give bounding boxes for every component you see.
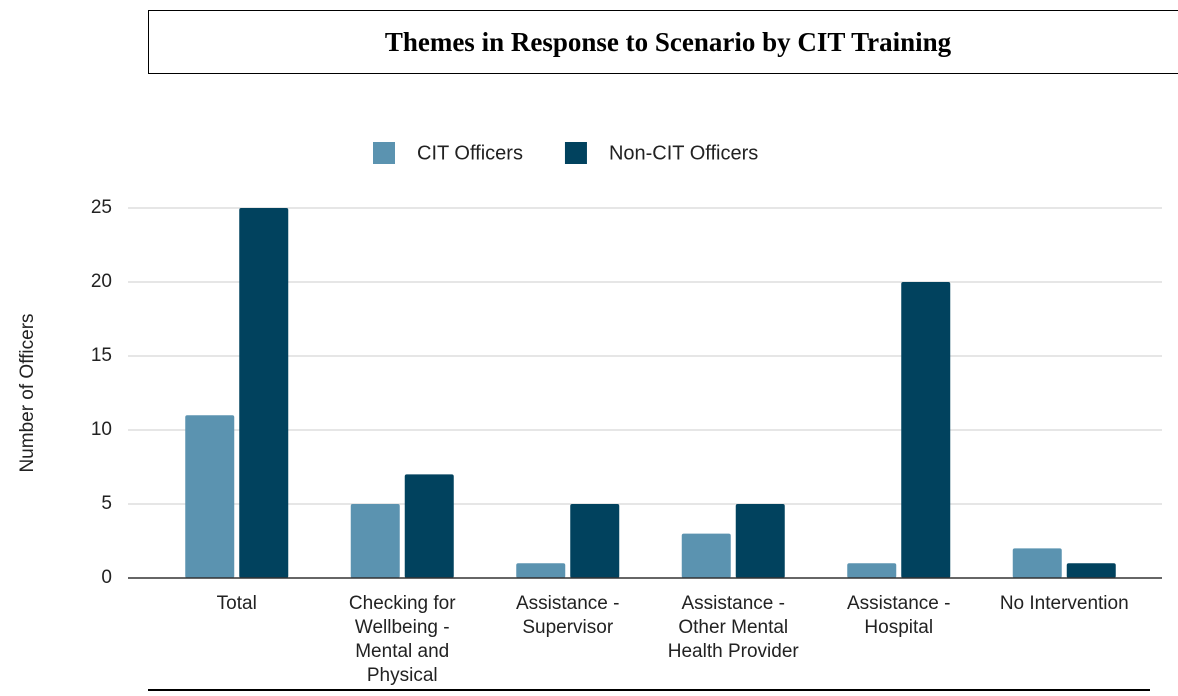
- legend-swatch: [564, 142, 587, 164]
- x-tick-label: Assistance - Other Mental Health Provide…: [667, 593, 799, 662]
- y-tick-label: 25: [91, 197, 112, 218]
- y-tick-label: 15: [91, 345, 112, 366]
- bar: [847, 563, 897, 578]
- x-tick-label: No Intervention: [999, 593, 1129, 614]
- bar: [239, 208, 289, 578]
- chart-title: Themes in Response to Scenario by CIT Tr…: [148, 10, 1178, 74]
- y-tick-label: 0: [101, 567, 112, 588]
- y-axis-label: Number of Officers: [17, 313, 38, 472]
- bar: [681, 533, 731, 578]
- y-tick-label: 10: [91, 419, 112, 440]
- bar: [185, 415, 235, 578]
- bar: [404, 474, 454, 578]
- bar: [1012, 548, 1062, 578]
- bar: [350, 504, 400, 578]
- bar: [735, 504, 785, 578]
- bar: [570, 504, 620, 578]
- x-tick-label: Assistance - Supervisor: [516, 593, 620, 638]
- legend-label: Non-CIT Officers: [609, 142, 758, 164]
- page-rule: [148, 689, 1150, 691]
- legend-label: CIT Officers: [417, 142, 523, 164]
- x-tick-label: Checking for Wellbeing - Mental and Phys…: [348, 593, 456, 686]
- x-tick-label: Total: [216, 593, 257, 614]
- legend-swatch: [373, 142, 395, 164]
- bar: [516, 563, 566, 578]
- x-tick-label: Assistance - Hospital: [847, 593, 951, 638]
- bar: [1066, 563, 1116, 578]
- y-tick-label: 5: [101, 493, 112, 514]
- bar: [901, 282, 951, 578]
- page-edge: [0, 689, 1178, 696]
- y-tick-label: 20: [91, 271, 112, 292]
